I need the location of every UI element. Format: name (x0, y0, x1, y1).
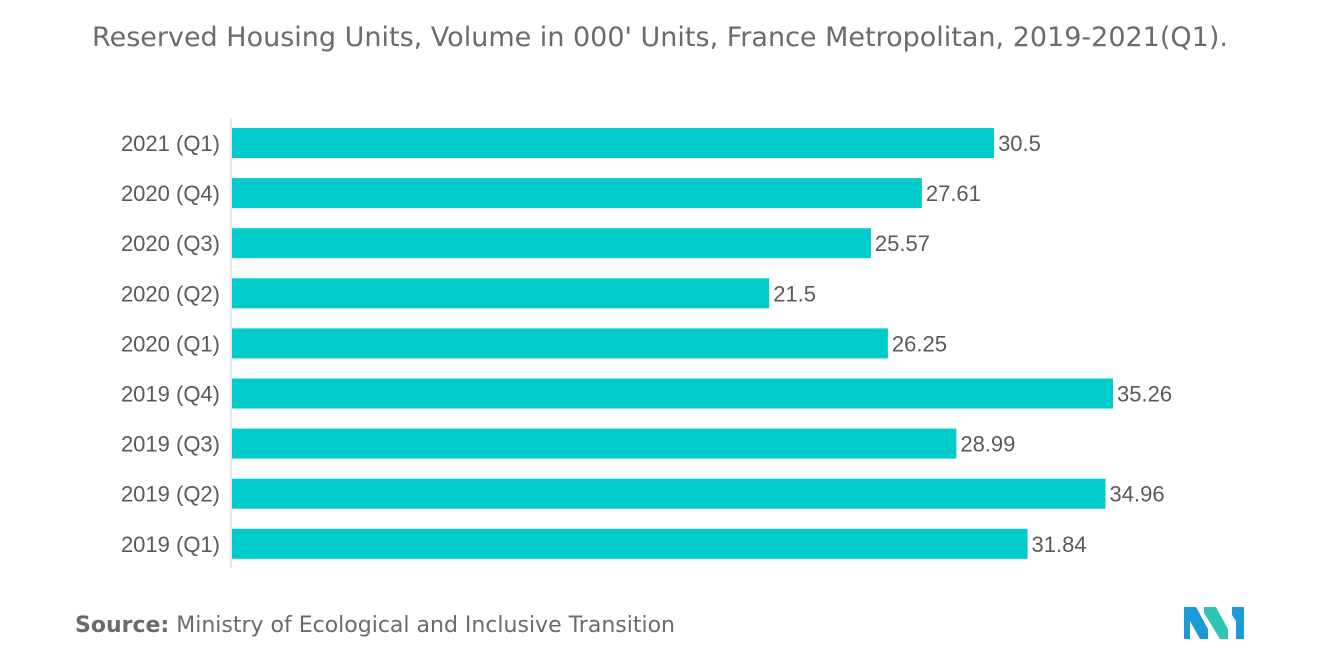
bar (232, 228, 871, 259)
bar (232, 528, 1028, 559)
value-label: 26.25 (892, 331, 947, 356)
category-label: 2019 (Q3) (121, 432, 220, 457)
value-label: 34.96 (1110, 482, 1165, 507)
category-label: 2020 (Q3) (121, 231, 220, 256)
category-label: 2021 (Q1) (121, 131, 220, 156)
source-text: Ministry of Ecological and Inclusive Tra… (176, 613, 675, 638)
bar (232, 428, 957, 459)
value-label: 25.57 (875, 231, 930, 256)
mordor-intelligence-logo-icon (1184, 607, 1244, 639)
category-label: 2019 (Q1) (121, 532, 220, 557)
category-label: 2020 (Q2) (121, 281, 220, 306)
category-label: 2019 (Q2) (121, 482, 220, 507)
bar (232, 378, 1113, 409)
value-label: 28.99 (960, 432, 1015, 457)
bar-chart: 2021 (Q1) 30.5 2020 (Q4) 27.61 2020 (Q3) 25.5… (121, 118, 1172, 568)
value-label: 27.61 (926, 181, 981, 206)
category-label: 2020 (Q4) (121, 181, 220, 206)
bar (232, 328, 888, 359)
bar (232, 128, 995, 158)
value-label: 31.84 (1032, 532, 1087, 557)
category-label: 2020 (Q1) (121, 331, 220, 356)
value-label: 35.26 (1117, 382, 1172, 407)
chart-title: Reserved Housing Units, Volume in 000' U… (92, 22, 1228, 53)
value-label: 30.5 (998, 131, 1041, 156)
source-label: Source: (75, 613, 170, 638)
category-label: 2019 (Q4) (121, 382, 220, 407)
value-label: 21.5 (773, 281, 816, 306)
bar (232, 478, 1106, 509)
bar (232, 278, 770, 309)
source-note: Source: Ministry of Ecological and Inclu… (75, 613, 675, 638)
bar (232, 178, 922, 209)
